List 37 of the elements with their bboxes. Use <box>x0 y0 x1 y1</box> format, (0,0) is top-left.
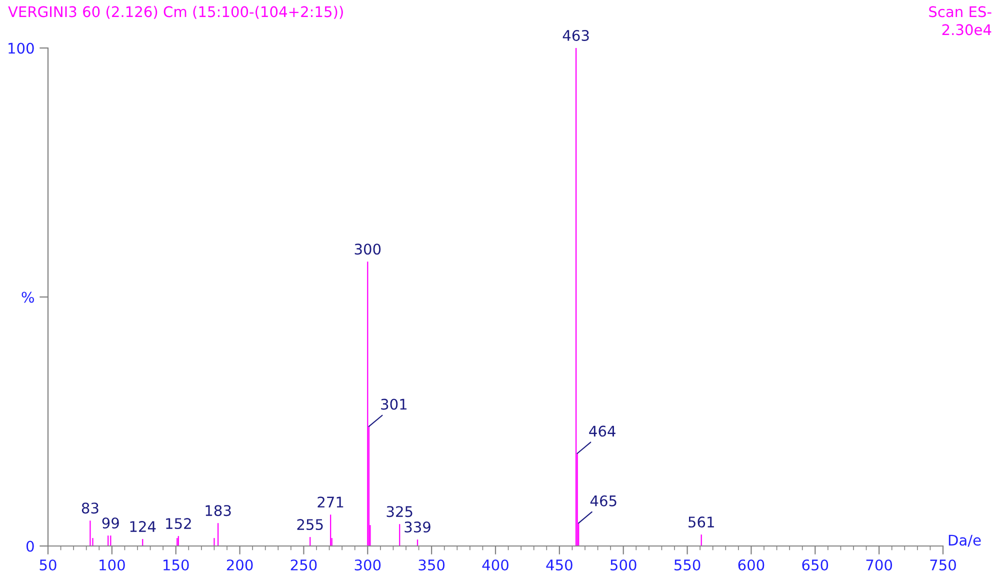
x-tick-label: 350 <box>418 559 445 570</box>
annotation: 464 <box>589 426 616 437</box>
annotation: 152 <box>166 518 191 530</box>
annotation: 301 <box>381 398 407 410</box>
annotation: 300 <box>354 244 381 255</box>
x-tick-label: 100 <box>100 559 125 570</box>
y-tick-label: 0 <box>26 540 34 552</box>
text: Scan ES- <box>929 6 992 18</box>
x-tick-label: 750 <box>930 559 956 570</box>
annotation: 124 <box>130 521 156 532</box>
x-tick-label: 150 <box>164 559 189 570</box>
x-tick-label: 500 <box>610 559 636 570</box>
y-tick-label: 100 <box>8 42 34 54</box>
annotation: 183 <box>206 505 231 516</box>
x-tick-label: 400 <box>482 559 508 570</box>
y-tick-label: % <box>22 292 34 303</box>
annotation: 99 <box>102 518 119 529</box>
text: 2.30e4 <box>942 24 992 36</box>
annotation: 325 <box>386 506 412 518</box>
x-tick-label: 550 <box>674 559 700 570</box>
x-tick-label: 700 <box>866 559 892 570</box>
annotation: 561 <box>688 516 714 528</box>
x-tick-label: 300 <box>354 559 381 570</box>
x-tick-label: 650 <box>802 559 828 570</box>
annotation: 83 <box>82 502 98 514</box>
annotation: 339 <box>404 522 430 533</box>
annotation: 463 <box>562 30 589 42</box>
x-tick-label: 450 <box>546 559 572 570</box>
x-tick-label: 600 <box>738 559 764 570</box>
annotation: 465 <box>590 495 616 506</box>
annotation: 255 <box>297 519 323 530</box>
x-tick-label: 250 <box>290 559 317 570</box>
x-tick-label: 50 <box>40 559 56 570</box>
annotation: 271 <box>318 496 344 508</box>
x-axis-title: Da/e <box>948 534 981 547</box>
x-tick-label: 200 <box>226 559 253 570</box>
chart-title: VERGINI3 60 (2.126) Cm (15:100-(104+2:15)) <box>8 6 343 19</box>
